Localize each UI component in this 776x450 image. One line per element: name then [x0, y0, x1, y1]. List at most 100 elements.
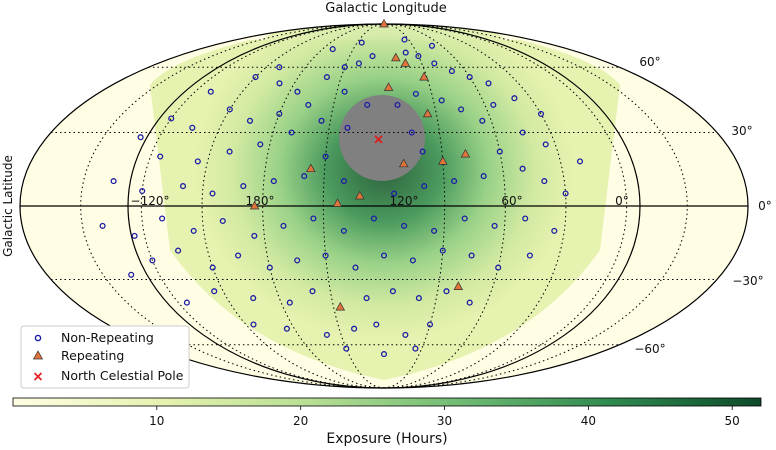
map-background: [20, 24, 748, 388]
non-repeating-point: [496, 148, 503, 155]
colorbar-title: Exposure (Hours): [326, 431, 447, 447]
non-repeating-point: [240, 183, 247, 190]
non-repeating-point: [562, 190, 569, 197]
non-repeating-point: [110, 178, 117, 185]
non-repeating-point: [168, 115, 175, 122]
non-repeating-point: [542, 141, 549, 148]
latitude-tick-labels: 60° 30° 0° −30° −60°: [634, 55, 771, 356]
non-repeating-point: [157, 153, 164, 160]
non-repeating-point: [363, 295, 370, 302]
lon-tick-label: 120°: [390, 194, 419, 208]
colorbar-tick-label: 10: [149, 414, 164, 428]
non-repeating-point: [344, 124, 351, 131]
non-repeating-point: [159, 215, 166, 222]
exposure-region: [150, 24, 620, 380]
non-repeating-point: [250, 295, 257, 302]
non-repeating-point: [522, 215, 529, 222]
non-repeating-point: [479, 117, 486, 124]
non-repeating-point: [541, 178, 548, 185]
non-repeating-point: [369, 53, 376, 60]
non-repeating-point: [391, 190, 398, 197]
non-repeating-point: [526, 252, 533, 259]
non-repeating-point: [358, 39, 365, 46]
repeating-point: [453, 281, 464, 290]
repeating-point: [398, 158, 409, 168]
legend-label-non-repeating: Non-Repeating: [61, 330, 154, 345]
non-repeating-point: [323, 331, 330, 338]
non-repeating-point: [149, 257, 156, 264]
non-repeating-point: [266, 264, 273, 271]
non-repeating-point: [270, 178, 277, 185]
colorbar-tick-label: 30: [437, 414, 452, 428]
non-repeating-point: [179, 183, 187, 190]
non-repeating-point: [294, 257, 301, 264]
lat-tick-label: 30°: [731, 124, 752, 138]
non-repeating-point: [341, 88, 348, 95]
non-repeating-point: [99, 222, 106, 229]
non-repeating-point: [491, 222, 498, 229]
non-repeating-point: [310, 215, 317, 222]
non-repeating-point: [373, 321, 380, 328]
non-repeating-point: [380, 351, 388, 358]
data-points: [99, 18, 584, 358]
repeating-point: [400, 58, 411, 67]
lat-tick-label: 0°: [758, 199, 772, 213]
non-repeating-point: [576, 158, 584, 165]
meridian-line: [262, 23, 385, 389]
non-repeating-point: [280, 222, 287, 229]
repeating-point: [460, 148, 471, 158]
non-repeating-point: [426, 321, 434, 328]
repeating-point: [391, 52, 401, 62]
lon-tick-label: 180°: [246, 194, 275, 208]
legend-triangle-marker: [32, 350, 44, 360]
repeating-point: [306, 163, 316, 173]
non-repeating-point: [408, 129, 415, 136]
non-repeating-point: [431, 227, 438, 234]
non-repeating-point: [318, 117, 325, 124]
non-repeating-point: [412, 90, 419, 97]
legend-x-marker: [33, 372, 43, 381]
non-repeating-point: [340, 227, 347, 234]
repeating-point: [355, 190, 365, 200]
non-repeating-point: [207, 88, 214, 95]
uncovered-region: [339, 95, 425, 181]
non-repeating-point: [415, 53, 422, 60]
non-repeating-point: [451, 178, 458, 185]
non-repeating-point: [355, 60, 362, 67]
non-repeating-point: [343, 345, 350, 352]
legend-label-repeating: Repeating: [61, 348, 124, 363]
non-repeating-point: [370, 215, 377, 222]
colorbar-gradient: [12, 397, 762, 407]
non-repeating-point: [250, 321, 257, 328]
non-repeating-point: [394, 101, 401, 108]
repeating-point: [335, 301, 346, 311]
legend-circle-marker: [34, 334, 42, 342]
non-repeating-point: [468, 252, 475, 259]
non-repeating-point: [219, 217, 226, 225]
longitude-tick-labels: 180° 120° 60° 0° −120°: [131, 194, 629, 208]
non-repeating-point: [309, 288, 316, 295]
non-repeating-point: [190, 227, 197, 234]
repeating-point: [422, 108, 433, 118]
non-repeating-point: [209, 190, 216, 197]
lat-tick-label: 60°: [639, 55, 660, 69]
non-repeating-point: [322, 252, 329, 259]
non-repeating-point: [226, 106, 233, 113]
non-repeating-point: [466, 299, 473, 306]
non-repeating-point: [128, 271, 135, 278]
repeating-point: [379, 18, 389, 28]
colorbar-tick-label: 40: [581, 414, 596, 428]
non-repeating-point: [438, 97, 445, 104]
non-repeating-point: [412, 345, 419, 352]
non-repeating-point: [323, 74, 330, 81]
non-repeating-point: [409, 257, 416, 264]
legend-label-ncp: North Celestial Pole: [61, 368, 184, 383]
non-repeating-point: [401, 222, 408, 229]
non-repeating-point: [389, 288, 396, 295]
lat-tick-label: −30°: [732, 274, 763, 288]
non-repeating-point: [551, 227, 558, 234]
repeating-point: [383, 82, 394, 91]
non-repeating-point: [305, 101, 312, 108]
legend-box: [20, 325, 190, 389]
non-repeating-point: [490, 101, 497, 108]
